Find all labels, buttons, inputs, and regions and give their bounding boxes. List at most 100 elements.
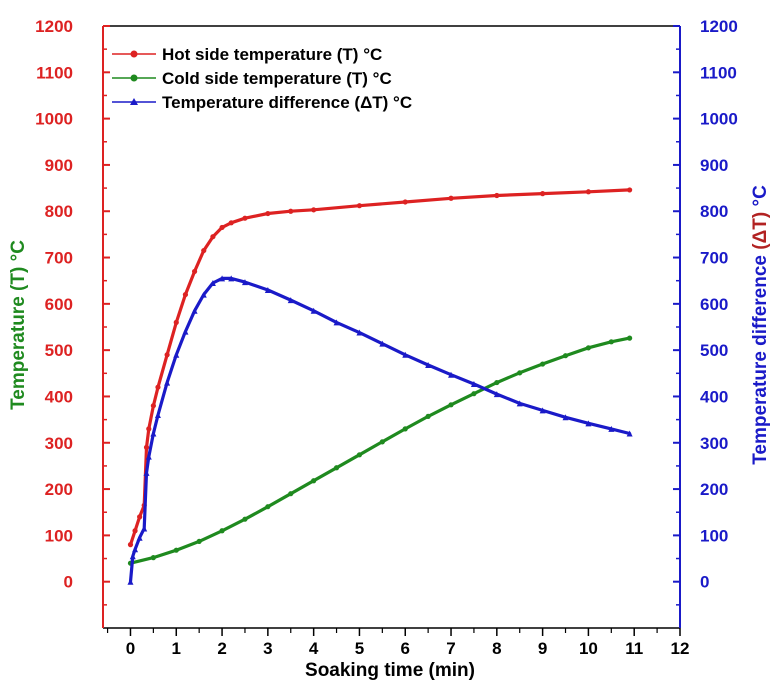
data-point-delta [448,371,455,378]
data-point-hot [150,403,156,409]
right-tick-label: 100 [700,526,728,545]
data-point-cold [627,335,633,341]
left-axis-title: Temperature (T) °C [8,240,29,410]
legend-swatch-marker [130,50,138,58]
left-tick-label: 1200 [35,17,73,36]
series-line-cold [128,336,632,565]
data-point-delta [516,400,523,407]
data-point-cold [494,379,500,386]
data-point-delta [143,469,150,476]
data-point-delta [145,453,152,460]
data-point-delta [310,307,317,314]
data-point-cold [356,452,363,458]
data-point-delta [127,578,134,585]
data-point-cold [540,361,546,367]
legend-label: Temperature difference (ΔT) °C [162,93,412,112]
data-point-cold [311,478,317,484]
x-axis-title: Soaking time (min) [305,660,475,681]
legend-item-delta: Temperature difference (ΔT) °C [112,93,412,112]
x-tick-label: 3 [263,639,272,658]
x-tick-label: 8 [492,639,501,658]
data-point-hot [219,224,225,231]
data-point-delta [333,319,340,326]
right-axis-title: Temperature difference (ΔT) °C [750,185,771,465]
series-hot [127,187,633,548]
data-point-delta [154,411,161,418]
right-axis-ticks: 0 100 200 300 400 500 600 700 800 900 1000 1100 1200 [673,17,738,606]
left-tick-label: 100 [45,526,73,545]
data-point-delta [626,430,633,437]
left-tick-label: 1000 [35,110,73,129]
data-point-delta [493,391,500,398]
data-point-hot [265,210,271,217]
data-point-delta [228,275,235,282]
left-axis-title-part-2: (T) [8,267,29,291]
data-point-delta [287,297,294,304]
x-tick-label: 9 [538,639,547,658]
data-point-hot [540,191,546,197]
right-tick-label: 500 [700,341,728,360]
right-tick-label: 1000 [700,110,738,129]
data-point-cold [173,547,179,553]
data-point-delta [132,546,139,553]
data-point-hot [228,220,234,226]
series-cold [127,335,633,566]
data-point-hot [356,203,363,209]
x-tick-label: 5 [355,639,364,658]
data-point-hot [155,384,161,390]
data-point-cold [196,538,202,545]
left-tick-label: 0 [64,573,73,592]
left-tick-label: 300 [45,434,73,453]
data-point-cold [585,345,592,351]
x-tick-label: 7 [446,639,455,658]
data-point-cold [425,413,431,419]
data-point-cold [242,516,248,522]
x-tick-label: 10 [579,639,598,658]
data-point-delta [402,351,409,358]
data-point-hot [288,208,294,214]
right-tick-label: 800 [700,202,728,221]
left-axis-title-part-1: Temperature [8,291,29,410]
plot-frame-group [102,25,681,629]
data-point-cold [402,426,408,432]
legend-item-hot: Hot side temperature (T) °C [112,45,382,64]
data-point-delta [191,307,198,314]
data-point-delta [608,425,615,432]
data-point-hot [201,247,207,254]
data-point-delta [241,279,248,286]
data-point-delta [209,280,216,287]
data-point-hot [143,444,150,450]
right-tick-label: 400 [700,387,728,406]
data-point-delta [356,329,363,336]
right-tick-label: 900 [700,156,728,175]
data-point-hot [182,291,189,298]
x-tick-label: 12 [671,639,690,658]
data-point-cold [379,439,385,445]
left-tick-label: 500 [45,341,73,360]
right-tick-label: 200 [700,480,728,499]
data-point-delta [173,351,180,358]
series-line-delta [128,276,632,584]
data-point-cold [517,370,523,376]
left-tick-label: 400 [45,387,73,406]
left-tick-label: 600 [45,295,73,314]
data-point-hot [164,352,170,358]
data-point-delta [562,414,569,421]
left-tick-label: 1100 [36,63,73,82]
right-axis-title-part-2: (ΔT) [750,212,771,250]
legend: Hot side temperature (T) °C Cold side tem… [112,45,412,112]
data-point-delta [425,361,432,368]
x-tick-label: 4 [309,639,319,658]
right-tick-label: 700 [700,249,728,268]
data-point-hot [494,192,500,199]
left-tick-label: 200 [45,480,73,499]
x-tick-label: 2 [217,639,226,658]
right-tick-label: 0 [700,573,709,592]
data-point-delta [164,379,171,386]
data-point-delta [150,430,157,437]
data-point-cold [150,555,156,561]
x-tick-label: 0 [126,639,135,658]
data-point-hot [402,199,408,205]
left-axis-title-part-3: °C [8,240,29,267]
data-point-hot [627,187,633,193]
